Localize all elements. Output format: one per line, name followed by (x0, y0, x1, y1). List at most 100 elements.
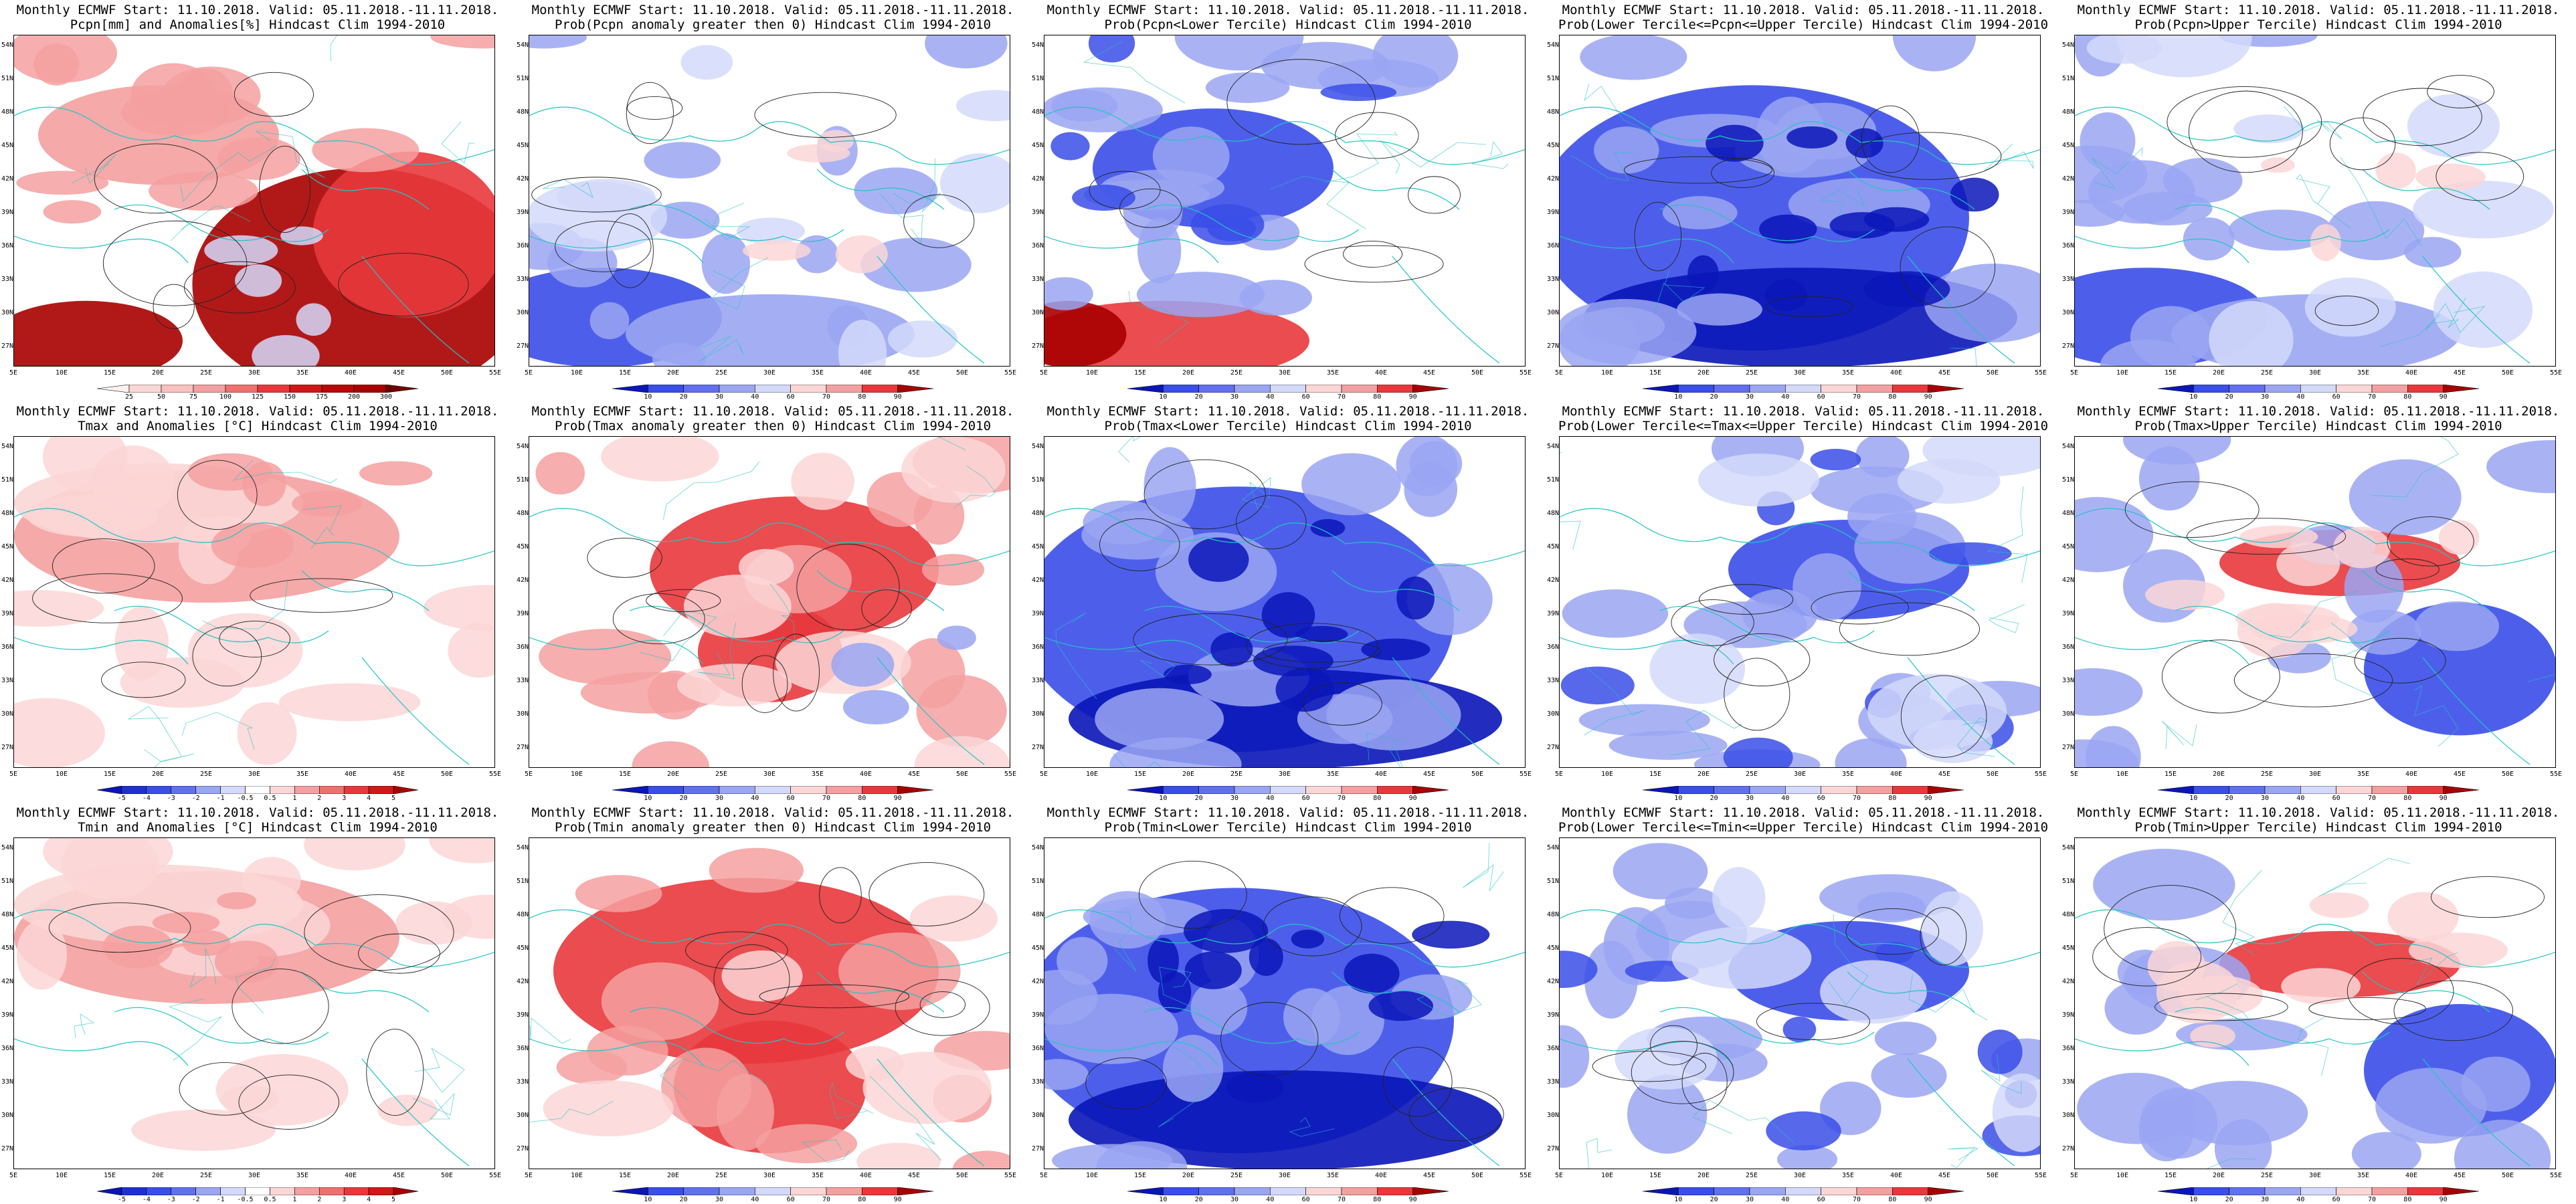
latitude-label: 33N (2062, 677, 2075, 684)
latitude-label: 27N (1032, 744, 1044, 751)
latitude-label: 45N (1547, 142, 1560, 149)
longitude-label: 55E (2034, 1172, 2047, 1179)
longitude-label: 5E (1554, 1172, 1564, 1179)
latitude-label: 39N (1032, 209, 1044, 216)
longitude-label: 45E (392, 369, 405, 377)
latitude-label: 45N (517, 944, 529, 952)
colorbar-tick-label: 40 (1781, 1196, 1790, 1203)
longitude-label: 50E (1471, 369, 1484, 377)
longitude-label: 40E (1374, 1172, 1388, 1179)
panel-title-line1: Monthly ECMWF Start: 11.10.2018. Valid: … (1562, 404, 2045, 419)
colorbar-tick-label: 40 (2296, 795, 2305, 802)
forecast-panel: Monthly ECMWF Start: 11.10.2018. Valid: … (2061, 0, 2576, 401)
longitude-label: 50E (955, 771, 969, 778)
map-field (2075, 848, 2555, 1169)
longitude-label: 25E (1745, 1172, 1758, 1179)
colorbar-tick-label: 40 (2296, 393, 2305, 401)
colorbar-tick-label: 70 (1852, 393, 1861, 401)
longitude-label: 5E (1039, 771, 1048, 778)
longitude-label: 15E (1649, 771, 1662, 778)
forecast-panel: Monthly ECMWF Start: 11.10.2018. Valid: … (2061, 401, 2576, 803)
panel-title-line2: Prob(Lower Tercile<=Pcpn<=Upper Tercile)… (1558, 17, 2049, 32)
colorbar-tick-label: 90 (893, 795, 902, 802)
colorbar-tick-label: 20 (1194, 795, 1203, 802)
colorbar-tick-label: 70 (1852, 1196, 1861, 1203)
longitude-label: 30E (763, 1172, 776, 1179)
map-field (1044, 35, 1525, 366)
longitude-label: 55E (2549, 1172, 2563, 1179)
colorbar-tick-label: 70 (822, 795, 831, 802)
colorbar-tick-label: 70 (822, 393, 831, 401)
latitude-label: 45N (1, 543, 14, 550)
map-frame (13, 436, 495, 768)
map-area: 54N 51N 48N 45N 42N 39N 36N 33N 30N 27N 5E 10E 15E 20… (2062, 35, 2562, 377)
map-field (1044, 842, 1525, 1169)
colorbar-tick-label: 70 (1337, 1196, 1346, 1203)
colorbar-tick-label: 40 (1781, 795, 1790, 802)
latitude-label: 42N (517, 175, 529, 183)
longitude-label: 35E (1841, 369, 1855, 377)
longitude-label: 20E (666, 771, 680, 778)
latitude-label: 42N (1, 978, 14, 985)
longitude-label: 50E (1471, 771, 1484, 778)
latitude-label: 48N (1, 510, 14, 517)
latitude-label: 27N (1547, 342, 1560, 350)
colorbar-tick-label: 70 (1337, 393, 1346, 401)
longitude-label: 5E (2069, 369, 2079, 377)
latitude-label: 45N (517, 142, 529, 149)
latitude-label: 33N (1032, 677, 1044, 684)
colorbar-tick-label: 10 (644, 1196, 652, 1203)
longitude-label: 40E (344, 369, 357, 377)
colorbar-tick-label: 10 (1674, 795, 1683, 802)
panel-title-line1: Monthly ECMWF Start: 11.10.2018. Valid: … (2077, 805, 2560, 820)
colorbar-tick-label: -3 (167, 1196, 175, 1203)
map-area: 54N 51N 48N 45N 42N 39N 36N 33N 30N 27N 5E 10E 15E 20… (1032, 35, 1532, 377)
latitude-label: 42N (1, 577, 14, 584)
colorbar-tick-label: -4 (142, 1196, 151, 1203)
latitude-label: 42N (1547, 175, 1560, 183)
panel-title-line1: Monthly ECMWF Start: 11.10.2018. Valid: … (16, 3, 499, 17)
colorbar-tick-label: 20 (2225, 393, 2233, 401)
latitude-label: 36N (2062, 643, 2075, 651)
latitude-label: 27N (2062, 342, 2075, 350)
longitude-label: 15E (2164, 369, 2177, 377)
panel-title-line2: Pcpn[mm] and Anomalies[%] Hindcast Clim … (70, 17, 446, 32)
longitude-label: 30E (248, 1172, 261, 1179)
colorbar-tick-label: -1 (216, 1196, 225, 1203)
latitude-label: 54N (1547, 844, 1560, 851)
longitude-label: 25E (1230, 771, 1243, 778)
longitude-label: 30E (1793, 369, 1807, 377)
longitude-label: 5E (524, 771, 533, 778)
latitude-label: 48N (1032, 911, 1044, 918)
colorbar (1127, 385, 1449, 393)
longitude-label: 35E (296, 1172, 309, 1179)
panel-title-line2: Prob(Tmin<Lower Tercile) Hindcast Clim 1… (1104, 820, 1472, 835)
longitude-label: 55E (1519, 771, 1532, 778)
longitude-label: 40E (1890, 1172, 1903, 1179)
latitude-label: 27N (1032, 1145, 1044, 1152)
colorbar-tick-label: 80 (858, 795, 866, 802)
colorbar-tick-label: 5 (391, 795, 396, 802)
longitude-label: 50E (2501, 369, 2514, 377)
colorbar-tick-label: 10 (2189, 1196, 2198, 1203)
longitude-label: 40E (859, 771, 872, 778)
map-area: 54N 51N 48N 45N 42N 39N 36N 33N 30N 27N 5E 10E 15E 20… (517, 35, 1016, 377)
longitude-label: 20E (1182, 369, 1195, 377)
longitude-label: 50E (1471, 1172, 1484, 1179)
colorbar-tick-label: 10 (2189, 393, 2198, 401)
latitude-label: 54N (1032, 844, 1044, 851)
panel-title-line2: Prob(Tmin anomaly greater then 0) Hindca… (554, 820, 992, 835)
latitude-label: 33N (1, 677, 14, 684)
longitude-label: 50E (2501, 1172, 2514, 1179)
latitude-label: 42N (2062, 577, 2075, 584)
longitude-label: 25E (199, 771, 213, 778)
panel-title-line2: Prob(Tmin>Upper Tercile) Hindcast Clim 1… (2134, 820, 2502, 835)
colorbar-tick-label: 40 (1266, 393, 1275, 401)
longitude-label: 45E (392, 771, 405, 778)
latitude-label: 45N (1032, 142, 1044, 149)
colorbar-tick-label: 20 (1710, 795, 1718, 802)
colorbar-tick-label: -3 (167, 795, 175, 802)
latitude-label: 45N (2062, 944, 2075, 952)
longitude-label: 30E (2308, 369, 2322, 377)
panel-title-line2: Prob(Tmax<Lower Tercile) Hindcast Clim 1… (1104, 419, 1472, 433)
